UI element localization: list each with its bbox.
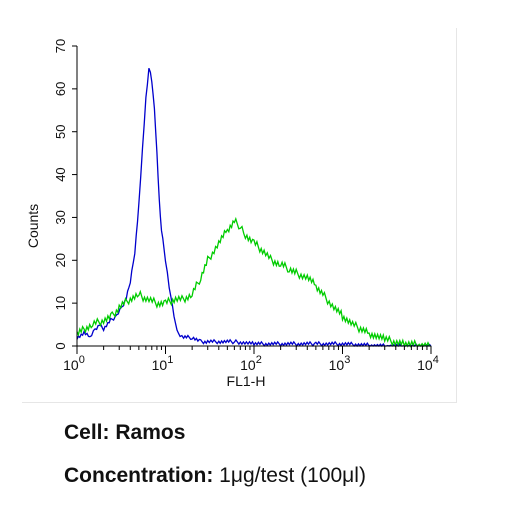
- y-tick-label: 10: [53, 296, 68, 310]
- x-axis-label: FL1-H: [227, 373, 266, 389]
- x-tick-label: 103: [329, 354, 351, 373]
- y-tick-label: 40: [53, 167, 68, 181]
- y-tick-label: 60: [53, 82, 68, 96]
- cell-caption-label: Cell:: [64, 421, 110, 444]
- y-tick-label: 30: [53, 210, 68, 224]
- series-line-2: [76, 216, 431, 349]
- concentration-caption-value: 1μg/test (100μl): [219, 464, 366, 487]
- y-tick-label: 20: [53, 253, 68, 267]
- cell-caption: Cell: Ramos: [64, 421, 185, 445]
- x-tick-label: 102: [240, 354, 262, 373]
- chart-panel: 0 10 20 30 40 50 60 70 100 101 102 103 104 Counts F…: [22, 28, 457, 403]
- x-tick-label: 101: [152, 354, 174, 373]
- concentration-caption-label: Concentration:: [64, 464, 214, 487]
- histogram-chart: 0 10 20 30 40 50 60 70 100 101 102 103 104 Counts F…: [25, 39, 439, 389]
- y-axis-label: Counts: [25, 204, 41, 248]
- x-tick-label: 100: [63, 354, 85, 373]
- y-tick-label: 50: [53, 124, 68, 138]
- y-tick-label: 70: [53, 39, 68, 53]
- concentration-caption: Concentration: 1μg/test (100μl): [64, 464, 366, 488]
- cell-caption-value: Ramos: [115, 421, 186, 444]
- series-line-1: [76, 67, 432, 348]
- y-tick-label: 0: [53, 342, 68, 349]
- x-tick-label: 104: [417, 354, 439, 373]
